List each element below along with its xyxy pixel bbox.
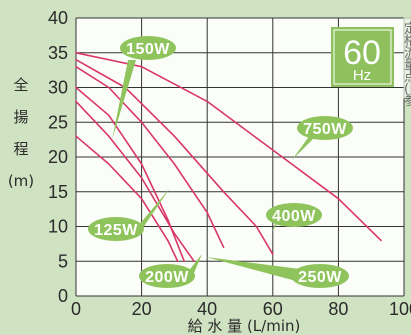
axis-ticks: 0 5 10 15 20 25 30 35 40 0 20 40 60 80 100 — [48, 8, 411, 319]
y-tick-label: 35 — [48, 43, 68, 63]
x-tick-label: 20 — [132, 299, 152, 319]
x-tick-label: 40 — [197, 299, 217, 319]
side-fragment-char: 定 — [404, 22, 411, 37]
y-tick-label: 20 — [48, 147, 68, 167]
series-callouts: 150W 200W 125W 250W 400W 750W — [88, 36, 353, 288]
y-tick-label: 5 — [58, 251, 68, 271]
x-axis-title: 給 水 量 (L/min) — [188, 317, 301, 335]
side-fragment-char: 流 — [404, 46, 411, 61]
side-fragment-char: 参 — [404, 93, 411, 109]
series-label-750w: 750W — [303, 121, 347, 138]
x-tick-label: 100 — [389, 299, 411, 319]
y-tick-label: 25 — [48, 112, 68, 132]
frequency-badge: 60 Hz — [331, 27, 394, 87]
frequency-unit: Hz — [353, 67, 371, 84]
y-axis-title-char-3: 程 — [13, 140, 28, 158]
side-fragment-char: 点 — [404, 70, 411, 85]
callout-250w: 250W — [206, 257, 349, 288]
callout-200w: 200W — [139, 254, 202, 288]
side-fragment-char: 量 — [404, 58, 411, 73]
x-tick-label: 60 — [263, 299, 283, 319]
series-label-125w: 125W — [94, 222, 138, 239]
series-label-250w: 250W — [298, 269, 342, 286]
x-tick-label: 80 — [328, 299, 348, 319]
callout-750w: 750W — [292, 116, 353, 160]
y-tick-label: 15 — [48, 182, 68, 202]
y-axis-title: 全 揚 程 (m) — [8, 76, 34, 190]
y-tick-label: 40 — [48, 8, 68, 28]
series-label-200w: 200W — [145, 269, 189, 286]
y-tick-label: 30 — [48, 78, 68, 98]
y-tick-label: 10 — [48, 217, 68, 237]
series-label-400w: 400W — [272, 208, 316, 225]
series-line-250w — [75, 65, 225, 249]
side-fragment-char: ( — [404, 82, 409, 97]
y-axis-unit: (m) — [8, 172, 34, 190]
side-fragment-char: 格 — [404, 33, 411, 49]
x-tick-label: 0 — [71, 299, 81, 319]
callout-150w: 150W — [112, 36, 176, 140]
callout-400w: 400W — [266, 203, 322, 232]
series-line-125w — [75, 135, 179, 263]
series-line-150w — [75, 86, 185, 263]
y-tick-label: 0 — [58, 286, 68, 306]
callout-125w: 125W — [88, 188, 170, 241]
series-line-200w — [75, 100, 195, 263]
frequency-value: 60 — [343, 34, 381, 72]
series-label-150w: 150W — [126, 41, 170, 58]
series-line-400w — [75, 58, 274, 256]
y-axis-title-char-2: 揚 — [13, 108, 28, 126]
y-axis-title-char-1: 全 — [13, 76, 28, 94]
